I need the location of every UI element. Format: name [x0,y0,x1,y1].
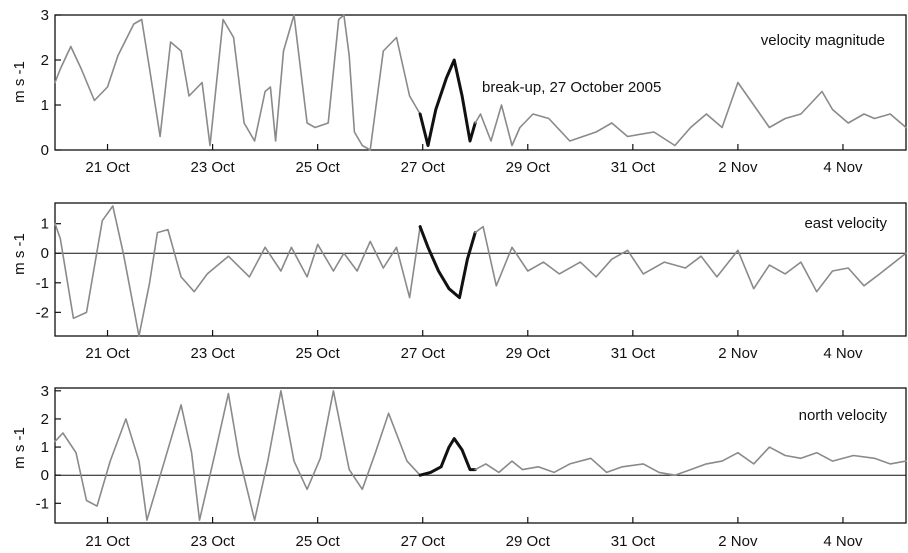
y-tick-label: 3 [41,383,49,400]
x-tick-label: 27 Oct [401,345,446,362]
series-line [54,205,421,337]
x-tick-label: 23 Oct [190,533,235,550]
x-tick-label: 31 Oct [611,159,656,176]
ticks: -1 0 1 2 3 21 Oct 23 Oct 25 Oct 27 Oct 29 Oct 31 O… [36,383,863,550]
x-tick-label: 31 Oct [611,533,656,550]
break-up-series-line [418,437,477,477]
plot-frame [54,387,907,524]
panel-title: north velocity [799,407,888,424]
break-up-annotation: break-up, 27 October 2005 [482,79,661,96]
break-up-series-line [418,58,477,147]
series-line [474,81,907,147]
y-tick-label: -2 [36,304,49,321]
y-tick-label: -1 [36,275,49,292]
x-tick-label: 2 Nov [718,345,758,362]
series-line [54,14,421,151]
series-layer [54,14,907,151]
y-tick-label: 0 [41,142,49,159]
x-tick-label: 29 Oct [506,345,551,362]
velocity-magnitude-panel: velocity magnitude m s -1 break-up, 27 O… [11,7,907,176]
ticks: -2 -1 0 1 21 Oct 23 Oct 25 Oct 27 Oct 29 Oct 31 O… [36,216,863,362]
x-tick-label: 4 Nov [823,533,863,550]
y-tick-label: 3 [41,7,49,24]
y-tick-label: 1 [41,97,49,114]
x-tick-label: 2 Nov [718,533,758,550]
x-tick-label: 27 Oct [401,533,446,550]
x-tick-label: 21 Oct [85,533,130,550]
y-tick-label: 2 [41,52,49,69]
x-tick-label: 2 Nov [718,159,758,176]
y-tick-label: 1 [41,216,49,233]
y-axis-label: m s -1 [11,427,28,469]
y-axis-label: m s -1 [11,61,28,103]
y-tick-label: -1 [36,495,49,512]
y-tick-label: 0 [41,467,49,484]
x-tick-label: 23 Oct [190,345,235,362]
x-tick-label: 27 Oct [401,159,446,176]
plot-frame [54,202,907,337]
x-tick-label: 21 Oct [85,345,130,362]
y-tick-label: 0 [41,245,49,262]
y-tick-label: 1 [41,439,49,456]
series-line [474,225,907,293]
ticks: 0 1 2 3 21 Oct 23 Oct 25 Oct 27 Oct 29 Oct 31 Oct… [41,7,863,176]
x-tick-label: 25 Oct [296,533,341,550]
series-layer [54,390,907,521]
x-tick-label: 25 Oct [296,159,341,176]
east-velocity-panel: east velocity m s -1 -2 -1 0 1 21 Oct 23 Oct 2… [11,202,907,362]
y-axis-label: m s -1 [11,233,28,275]
break-up-series-line [418,225,477,300]
x-tick-label: 4 Nov [823,159,863,176]
x-tick-label: 4 Nov [823,345,863,362]
x-tick-label: 23 Oct [190,159,235,176]
panel-title: east velocity [804,215,887,232]
x-tick-label: 25 Oct [296,345,341,362]
panel-title: velocity magnitude [761,32,885,49]
series-line [474,446,907,476]
x-tick-label: 29 Oct [506,159,551,176]
x-tick-label: 29 Oct [506,533,551,550]
north-velocity-panel: north velocity m s -1 -1 0 1 2 3 21 Oct 23 Oct… [11,383,907,550]
x-tick-label: 31 Oct [611,345,656,362]
x-tick-label: 21 Oct [85,159,130,176]
series-layer [54,205,907,337]
series-line [54,390,421,521]
y-tick-label: 2 [41,411,49,428]
